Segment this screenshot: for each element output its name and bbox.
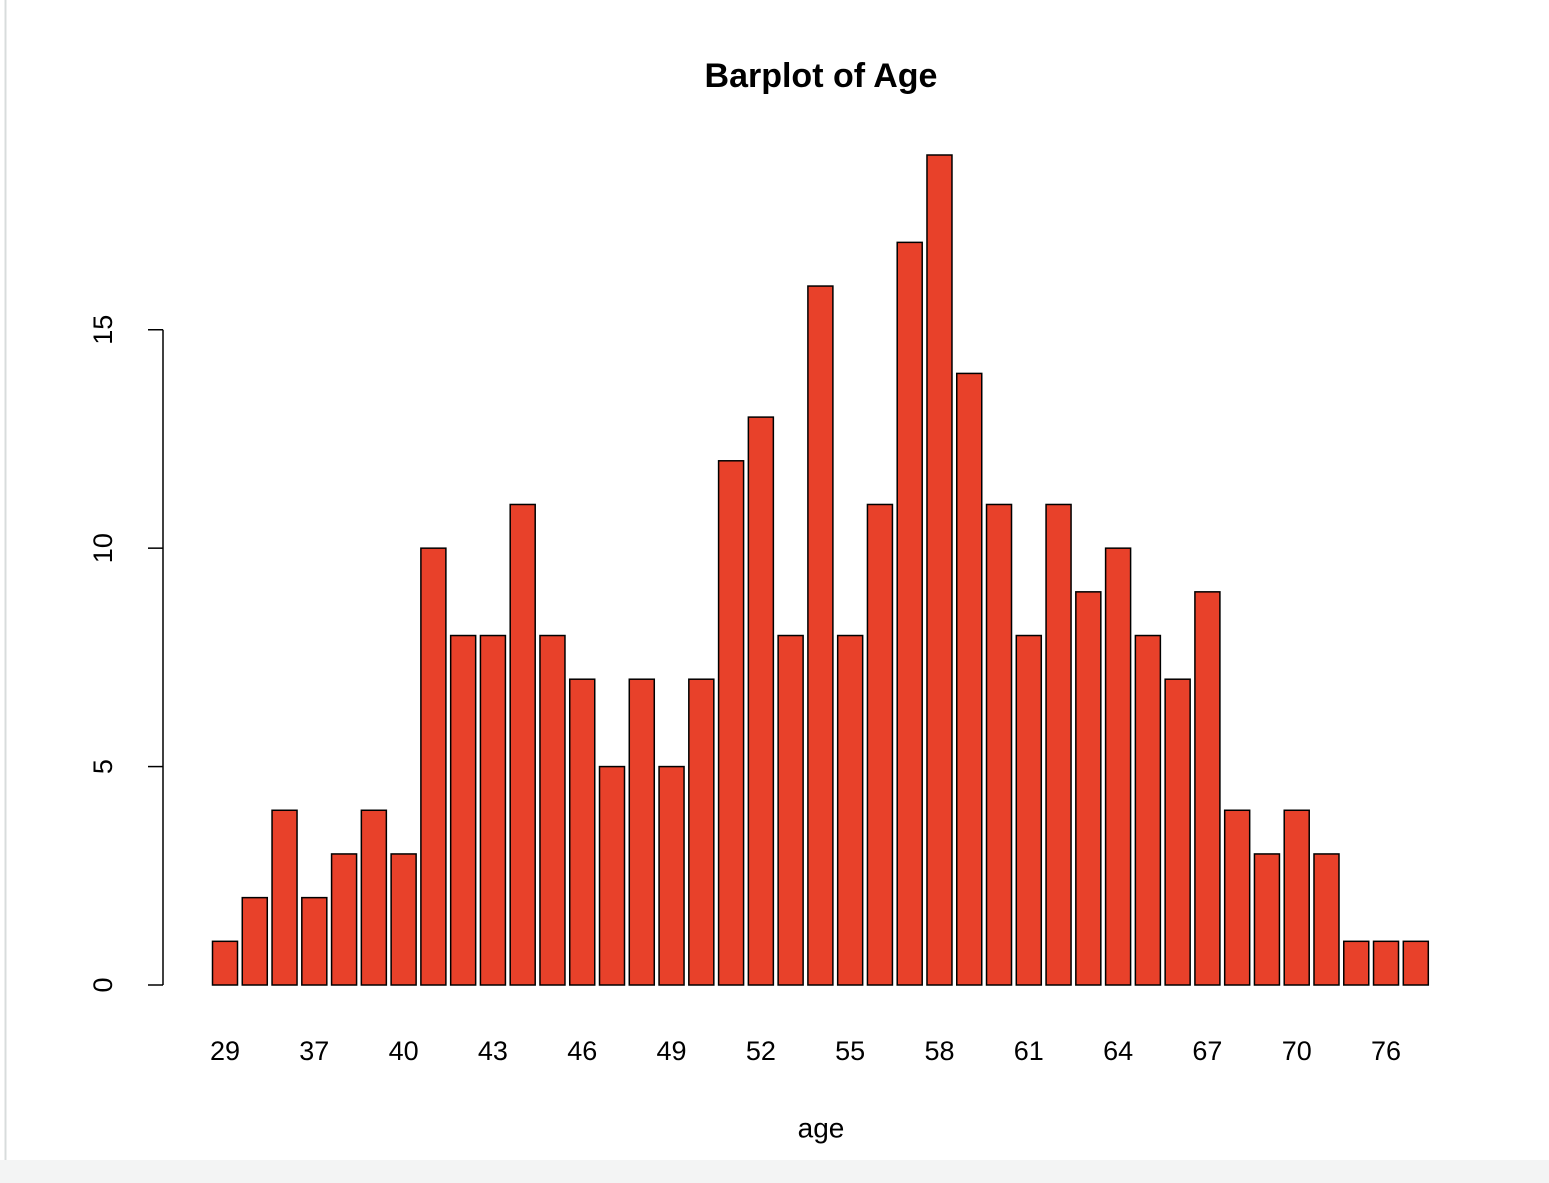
x-tick-label: 58 (924, 1036, 954, 1066)
x-tick-label: 64 (1103, 1036, 1133, 1066)
bar (1045, 503, 1072, 986)
y-tick-label: 0 (88, 977, 118, 992)
bar (747, 416, 775, 986)
bar (866, 503, 894, 986)
x-tick-label: 43 (478, 1036, 508, 1066)
bar (1194, 591, 1221, 986)
bar (985, 503, 1013, 986)
x-tick-label: 61 (1014, 1036, 1044, 1066)
bar (509, 503, 536, 986)
bar (420, 547, 447, 986)
x-tick-label: 67 (1192, 1036, 1222, 1066)
bar (568, 678, 596, 986)
bar (390, 853, 417, 986)
bar (301, 896, 328, 986)
bar (1372, 940, 1400, 986)
bar (688, 678, 715, 986)
x-tick-label: 76 (1371, 1036, 1401, 1066)
bar (1283, 809, 1310, 986)
bar (926, 154, 953, 986)
y-tick-label: 5 (88, 759, 118, 774)
bar (241, 896, 269, 986)
bar (360, 809, 388, 986)
x-tick-label: 46 (567, 1036, 597, 1066)
bar (449, 634, 477, 986)
bar (271, 809, 298, 986)
chart-title: Barplot of Age (705, 57, 938, 95)
bar (211, 940, 239, 986)
bar (1313, 853, 1340, 986)
y-tick-label: 10 (88, 533, 118, 563)
bar (777, 634, 804, 986)
bar (1134, 634, 1162, 986)
bar (598, 765, 626, 986)
bar (807, 285, 834, 986)
x-tick-label: 49 (657, 1036, 687, 1066)
bar (836, 634, 864, 986)
bar (1402, 940, 1430, 986)
x-tick-label: 70 (1282, 1036, 1312, 1066)
bar (717, 460, 745, 986)
y-tick-label: 15 (88, 315, 118, 345)
bar (628, 678, 656, 986)
bar (539, 634, 566, 986)
bar (1253, 853, 1281, 986)
bar (479, 634, 507, 986)
x-tick-label: 37 (299, 1036, 329, 1066)
x-tick-label: 40 (389, 1036, 419, 1066)
bar (956, 372, 983, 986)
bar (1343, 940, 1370, 986)
bar (1075, 591, 1102, 986)
bar (658, 765, 685, 986)
bar (1223, 809, 1251, 986)
bar (1104, 547, 1132, 986)
bar (896, 241, 923, 986)
x-tick-label: 52 (746, 1036, 776, 1066)
bar (1015, 634, 1043, 986)
x-axis-label: age (798, 1112, 845, 1143)
x-tick-label: 29 (210, 1036, 240, 1066)
x-tick-label: 55 (835, 1036, 865, 1066)
bar (330, 853, 358, 986)
bar (1164, 678, 1191, 986)
window-footer (0, 1160, 1549, 1183)
